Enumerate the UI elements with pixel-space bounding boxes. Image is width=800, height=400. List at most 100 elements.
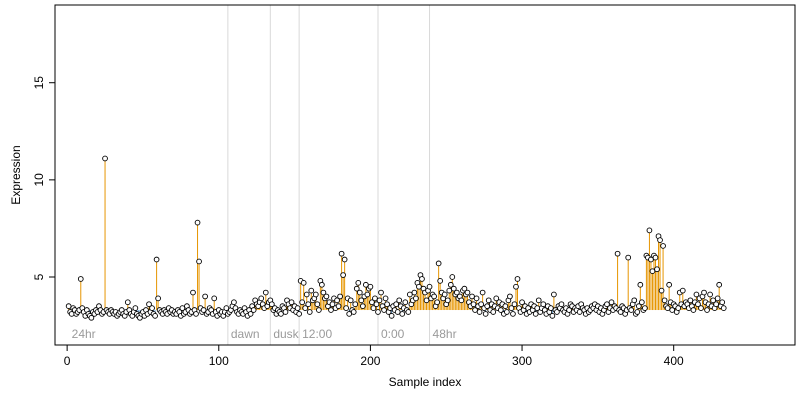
data-point (376, 297, 383, 304)
data-point (435, 260, 442, 267)
data-point (635, 303, 642, 309)
data-point (328, 307, 334, 313)
data-point (247, 311, 254, 317)
data-point (719, 299, 726, 306)
data-point (334, 297, 340, 304)
data-point (704, 307, 710, 313)
data-point (469, 293, 475, 300)
data-point (179, 305, 186, 311)
data-point (482, 311, 489, 317)
data-point (88, 314, 95, 321)
data-point (316, 307, 322, 313)
data-point (479, 289, 486, 296)
data-point (669, 307, 676, 313)
data-point (77, 276, 84, 282)
data-point (402, 299, 409, 306)
data-point (628, 307, 635, 313)
data-point (701, 289, 707, 296)
y-axis-label: Expression (9, 145, 23, 204)
x-axis-label: Sample index (389, 375, 462, 389)
data-point (661, 297, 668, 304)
data-point (319, 281, 325, 288)
data-point (346, 311, 353, 317)
section-labels: 24hr dawn dusk 12:00 0:00 48hr (72, 327, 457, 341)
data-point (449, 274, 456, 280)
data-point (508, 305, 515, 311)
data-point (190, 289, 196, 296)
data-point (617, 309, 624, 315)
data-point (155, 295, 161, 302)
data-point (282, 309, 289, 315)
x-tick-label: 300 (512, 354, 532, 368)
stems (68, 158, 725, 318)
data-point (625, 254, 632, 261)
data-point (470, 301, 477, 308)
data-point (202, 293, 208, 300)
data-point (664, 305, 671, 311)
section-label: dusk (273, 327, 299, 341)
data-point (502, 303, 509, 309)
data-point (303, 291, 310, 298)
data-point (278, 311, 284, 317)
data-point (370, 305, 377, 311)
data-point (614, 250, 621, 257)
data-point (447, 281, 454, 288)
data-point (698, 305, 704, 311)
data-point (152, 313, 158, 319)
data-point (511, 301, 518, 308)
data-point (288, 299, 295, 306)
data-point (352, 301, 359, 308)
data-point (631, 297, 638, 304)
data-point (473, 295, 480, 302)
data-point (394, 309, 401, 315)
data-point (649, 268, 656, 275)
data-point (540, 301, 547, 308)
data-point (65, 303, 72, 309)
x-axis: 0 100 200 300 400 (64, 345, 684, 368)
data-point (652, 254, 659, 261)
data-point (519, 299, 525, 306)
data-point (548, 305, 554, 311)
data-point (675, 305, 682, 311)
data-point (493, 295, 500, 302)
data-point (341, 256, 348, 263)
data-point (258, 295, 265, 302)
data-point (146, 301, 152, 308)
data-point (296, 311, 302, 317)
data-point (124, 299, 131, 306)
data-point (308, 287, 315, 294)
data-point (356, 289, 363, 296)
data-point (654, 266, 660, 273)
data-point (434, 299, 440, 306)
data-point (464, 289, 471, 296)
data-point (453, 289, 460, 296)
x-tick-label: 400 (664, 354, 684, 368)
data-point (363, 281, 369, 288)
data-point (340, 272, 346, 278)
data-point (638, 299, 645, 306)
data-point (707, 291, 713, 298)
y-tick-label: 15 (32, 76, 46, 90)
data-point (514, 276, 521, 282)
data-point (710, 297, 716, 304)
data-points (65, 155, 727, 321)
data-point (343, 305, 349, 311)
data-point (478, 301, 484, 308)
data-point (102, 155, 108, 162)
data-point (690, 307, 697, 313)
data-point (532, 311, 539, 317)
data-point (566, 307, 572, 313)
data-point (200, 307, 207, 313)
data-point (193, 311, 199, 317)
data-point (648, 256, 654, 263)
data-point (549, 313, 556, 319)
data-point (337, 293, 343, 300)
data-point (695, 301, 701, 308)
data-point (419, 276, 425, 282)
data-point (388, 313, 395, 319)
data-point (372, 295, 378, 302)
x-tick-label: 200 (360, 354, 380, 368)
data-point (396, 297, 403, 304)
data-point (399, 311, 406, 317)
